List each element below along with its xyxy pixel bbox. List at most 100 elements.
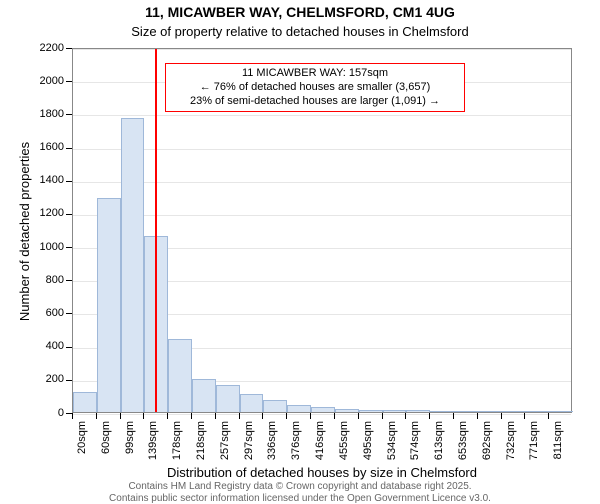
histogram-bar	[430, 411, 454, 412]
histogram-bar	[454, 411, 478, 412]
x-tick	[262, 413, 263, 419]
grid-line	[73, 215, 571, 216]
histogram-bar	[383, 410, 407, 412]
histogram-bar	[240, 394, 264, 412]
x-tick-label: 574sqm	[409, 421, 421, 481]
histogram-bar	[406, 410, 430, 412]
x-tick	[96, 413, 97, 419]
grid-line	[73, 49, 571, 50]
x-tick	[477, 413, 478, 419]
y-tick-label: 2000	[24, 75, 64, 87]
y-tick	[66, 48, 72, 49]
chart-title: 11, MICAWBER WAY, CHELMSFORD, CM1 4UG	[0, 4, 600, 20]
annotation-line: 23% of semi-detached houses are larger (…	[172, 95, 458, 109]
histogram-bar	[121, 118, 145, 412]
x-tick-label: 218sqm	[195, 421, 207, 481]
x-tick-label: 613sqm	[433, 421, 445, 481]
x-tick	[453, 413, 454, 419]
y-tick	[66, 347, 72, 348]
histogram-bar	[525, 411, 549, 412]
annotation-line: ← 76% of detached houses are smaller (3,…	[172, 81, 458, 95]
y-tick	[66, 247, 72, 248]
x-tick-label: 99sqm	[124, 421, 136, 481]
histogram-bar	[502, 411, 526, 412]
x-tick	[429, 413, 430, 419]
x-tick-label: 771sqm	[528, 421, 540, 481]
x-tick-label: 60sqm	[100, 421, 112, 481]
x-tick-label: 257sqm	[219, 421, 231, 481]
grid-line	[73, 149, 571, 150]
histogram-bar	[263, 400, 287, 412]
chart-subtitle: Size of property relative to detached ho…	[0, 24, 600, 39]
x-tick-label: 811sqm	[552, 421, 564, 481]
footer-line-2: Contains public sector information licen…	[0, 493, 600, 504]
x-tick	[191, 413, 192, 419]
histogram-bar	[168, 339, 192, 412]
x-tick-label: 336sqm	[266, 421, 278, 481]
x-tick	[120, 413, 121, 419]
histogram-bar	[335, 409, 359, 412]
grid-line	[73, 115, 571, 116]
x-tick	[382, 413, 383, 419]
x-tick-label: 534sqm	[386, 421, 398, 481]
grid-line	[73, 182, 571, 183]
histogram-bar	[311, 407, 335, 412]
x-tick	[358, 413, 359, 419]
x-tick	[524, 413, 525, 419]
x-tick	[501, 413, 502, 419]
y-tick	[66, 313, 72, 314]
x-tick-label: 376sqm	[290, 421, 302, 481]
x-tick	[239, 413, 240, 419]
x-tick-label: 732sqm	[505, 421, 517, 481]
x-tick	[286, 413, 287, 419]
annotation-line: 11 MICAWBER WAY: 157sqm	[172, 67, 458, 81]
x-tick	[334, 413, 335, 419]
histogram-bar	[216, 385, 240, 412]
y-tick	[66, 214, 72, 215]
y-tick-label: 200	[24, 373, 64, 385]
x-tick-label: 416sqm	[314, 421, 326, 481]
y-tick-label: 1400	[24, 174, 64, 186]
x-tick-label: 455sqm	[338, 421, 350, 481]
x-tick	[310, 413, 311, 419]
y-tick	[66, 380, 72, 381]
histogram-bar	[192, 379, 216, 412]
y-tick	[66, 280, 72, 281]
y-tick-label: 600	[24, 307, 64, 319]
grid-line	[73, 414, 571, 415]
y-tick-label: 2200	[24, 42, 64, 54]
x-tick-label: 297sqm	[243, 421, 255, 481]
histogram-bar	[478, 411, 502, 412]
x-tick-label: 653sqm	[457, 421, 469, 481]
y-tick-label: 1800	[24, 108, 64, 120]
histogram-bar	[359, 410, 383, 412]
y-tick-label: 800	[24, 274, 64, 286]
y-tick-label: 1000	[24, 241, 64, 253]
x-tick	[143, 413, 144, 419]
x-tick-label: 20sqm	[76, 421, 88, 481]
y-axis-label: Number of detached properties	[17, 49, 32, 414]
y-tick	[66, 81, 72, 82]
x-tick	[72, 413, 73, 419]
histogram-bar	[287, 405, 311, 412]
x-tick-label: 139sqm	[147, 421, 159, 481]
x-tick	[167, 413, 168, 419]
chart-container: 11, MICAWBER WAY, CHELMSFORD, CM1 4UG Si…	[0, 0, 600, 500]
x-tick-label: 495sqm	[362, 421, 374, 481]
y-tick-label: 0	[24, 407, 64, 419]
histogram-bar	[73, 392, 97, 412]
x-tick	[215, 413, 216, 419]
histogram-bar	[97, 198, 121, 412]
y-tick-label: 1200	[24, 207, 64, 219]
x-tick	[405, 413, 406, 419]
plot-area: 11 MICAWBER WAY: 157sqm← 76% of detached…	[72, 48, 572, 413]
y-tick	[66, 114, 72, 115]
y-tick	[66, 148, 72, 149]
annotation-box: 11 MICAWBER WAY: 157sqm← 76% of detached…	[165, 63, 465, 112]
y-tick-label: 400	[24, 340, 64, 352]
footer-line-1: Contains HM Land Registry data © Crown c…	[0, 481, 600, 492]
x-tick-label: 692sqm	[481, 421, 493, 481]
histogram-bar	[549, 411, 573, 412]
marker-line	[155, 49, 157, 412]
y-tick	[66, 181, 72, 182]
